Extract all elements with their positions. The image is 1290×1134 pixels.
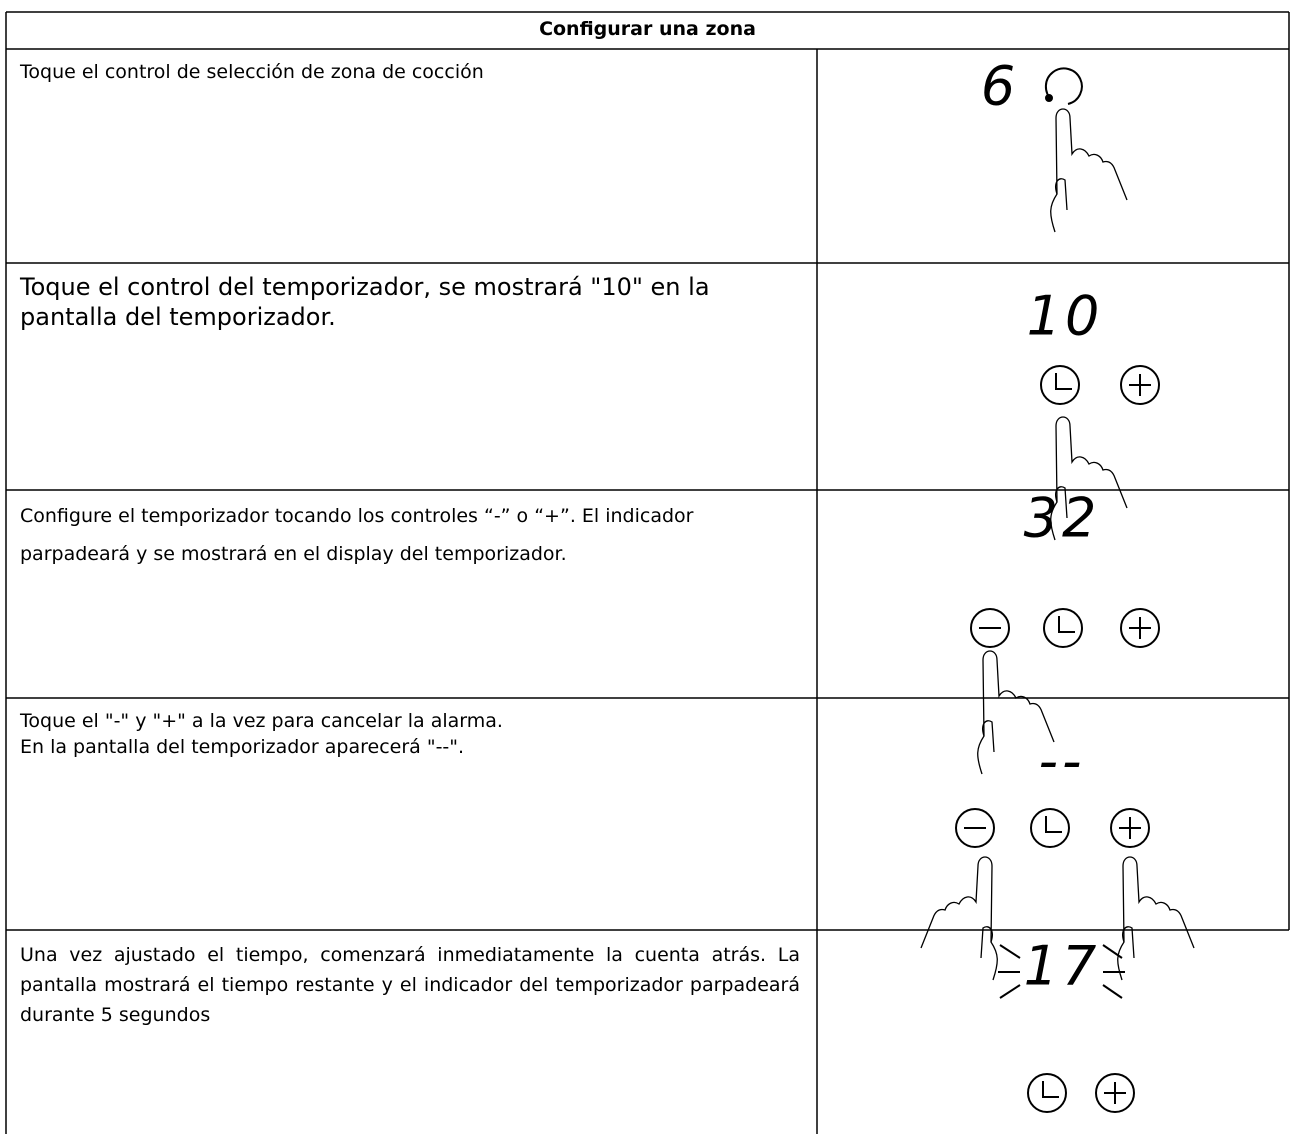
display: 32 [1024,487,1101,550]
text: En la pantalla del temporizador aparecer… [20,736,465,758]
instruction: Configure el temporizador tocando los co… [20,497,800,573]
display: 17 [1024,935,1101,998]
icons: 6 10 32 -- 17 [920,55,1195,1113]
display: 10 [1027,285,1104,348]
zone-icon [1044,67,1083,105]
text: Toque el control de selección de zona de… [20,61,484,83]
display: -- [1039,730,1086,793]
instruction: Toque el "-" y "+" a la vez para cancela… [20,708,810,760]
table-title: Configurar una zona [539,18,756,40]
table-borders [5,11,1290,1134]
display: 6 [981,55,1019,118]
text: Una vez ajustado el tiempo, comenzará in… [20,944,800,1026]
text: Toque el "-" y "+" a la vez para cancela… [20,710,503,732]
instruction: Toque el control de selección de zona de… [20,58,800,86]
instruction: Toque el control del temporizador, se mo… [20,272,800,332]
text: Toque el control del temporizador, se mo… [20,273,710,331]
instruction: Una vez ajustado el tiempo, comenzará in… [20,940,800,1030]
text: Configure el temporizador tocando los co… [20,505,694,565]
